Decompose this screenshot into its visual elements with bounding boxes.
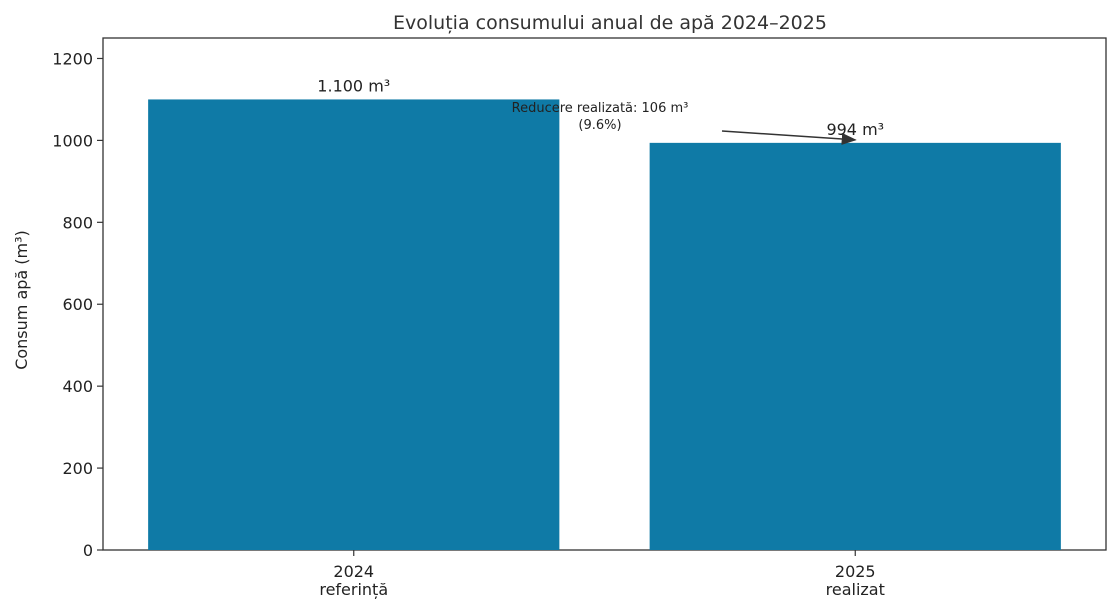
y-axis-ticks: 0 200 400 600 800 1000 1200 — [52, 49, 103, 560]
bars — [148, 99, 1061, 550]
data-labels: 1.100 m³ 994 m³ — [317, 76, 884, 138]
y-tick-label: 0 — [83, 541, 93, 560]
annotation-text: Reducere realizată: 106 m³ — [512, 101, 689, 116]
plot-area — [102, 37, 1107, 551]
y-tick-label: 400 — [62, 377, 93, 396]
x-tick-label: referință — [319, 580, 388, 599]
y-tick-label: 1000 — [52, 131, 93, 150]
x-tick-label: 2024 — [333, 562, 374, 581]
annotation-arrow — [721, 130, 857, 145]
x-tick-label: 2025 — [835, 562, 876, 581]
annotation: Reducere realizată: 106 m³ (9.6%) — [512, 101, 857, 145]
y-tick-label: 1200 — [52, 49, 93, 68]
y-tick-label: 800 — [62, 213, 93, 232]
plot-frame — [102, 37, 1107, 551]
bar — [148, 99, 560, 550]
bar — [649, 142, 1061, 550]
y-axis-label: Consum apă (m³) — [12, 230, 31, 370]
chart-title: Evoluția consumului anual de apă 2024–20… — [393, 12, 827, 34]
y-tick-label: 600 — [62, 295, 93, 314]
y-tick-label: 200 — [62, 459, 93, 478]
bar-value-label: 1.100 m³ — [317, 76, 390, 95]
x-tick-label: realizat — [826, 580, 885, 599]
bar-value-label: 994 m³ — [826, 120, 884, 139]
annotation-text: (9.6%) — [578, 118, 621, 133]
